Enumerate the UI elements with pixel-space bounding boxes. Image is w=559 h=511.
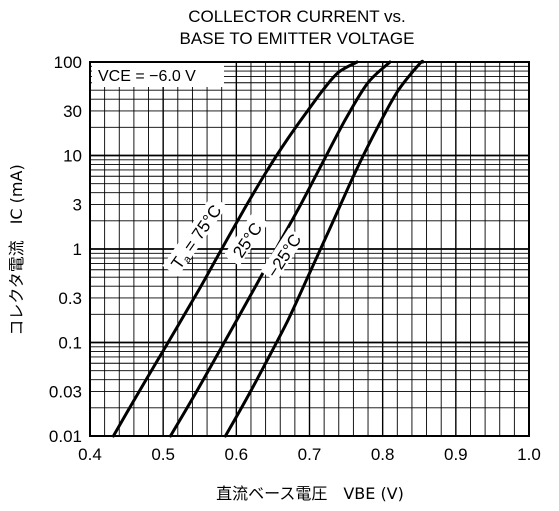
chart-title-line-2: BASE TO EMITTER VOLTAGE [180,29,415,48]
x-tick-labels: 0.4 0.5 0.6 0.7 0.8 0.9 1.0 [78,445,541,464]
chart-title-line-1: COLLECTOR CURRENT vs. [188,7,406,26]
curve-labels: Ta = 75°C 25°C−25°C [162,195,305,282]
y-tick-label: 3 [73,195,82,214]
curve-label-background [162,195,228,277]
series-line-2 [223,59,425,438]
x-tick-label: 0.9 [444,445,468,464]
y-tick-label: 100 [54,53,82,72]
x-tick-label: 0.6 [225,445,249,464]
x-axis-label: 直流ベース電圧 VBE (V) [216,484,404,503]
curve-label-background [223,212,269,266]
y-tick-label: 10 [63,147,82,166]
series-line-0 [111,60,359,438]
y-tick-labels: 0.01 0.03 0.1 0.3 1 3 10 30 100 [49,53,82,446]
x-tick-label: 0.8 [371,445,395,464]
x-tick-label: 0.5 [151,445,175,464]
y-tick-label: 0.01 [49,427,82,446]
x-tick-label: 0.4 [78,445,102,464]
y-tick-label: 0.03 [49,382,82,401]
y-tick-label: 0.3 [58,289,82,308]
x-tick-label: 1.0 [517,445,541,464]
curve-label-background [260,227,305,282]
curve-label: −25°C [263,231,305,282]
grid [89,61,530,437]
condition-label: VCE = −6.0 V [98,68,196,85]
y-tick-label: 30 [63,102,82,121]
plot-frame [89,61,530,437]
condition-box [92,63,224,87]
y-tick-label: 1 [73,240,82,259]
x-tick-label: 0.7 [298,445,322,464]
y-axis-label: コレクタ電流 IC (mA) [7,164,26,335]
y-tick-label: 0.1 [58,334,82,353]
